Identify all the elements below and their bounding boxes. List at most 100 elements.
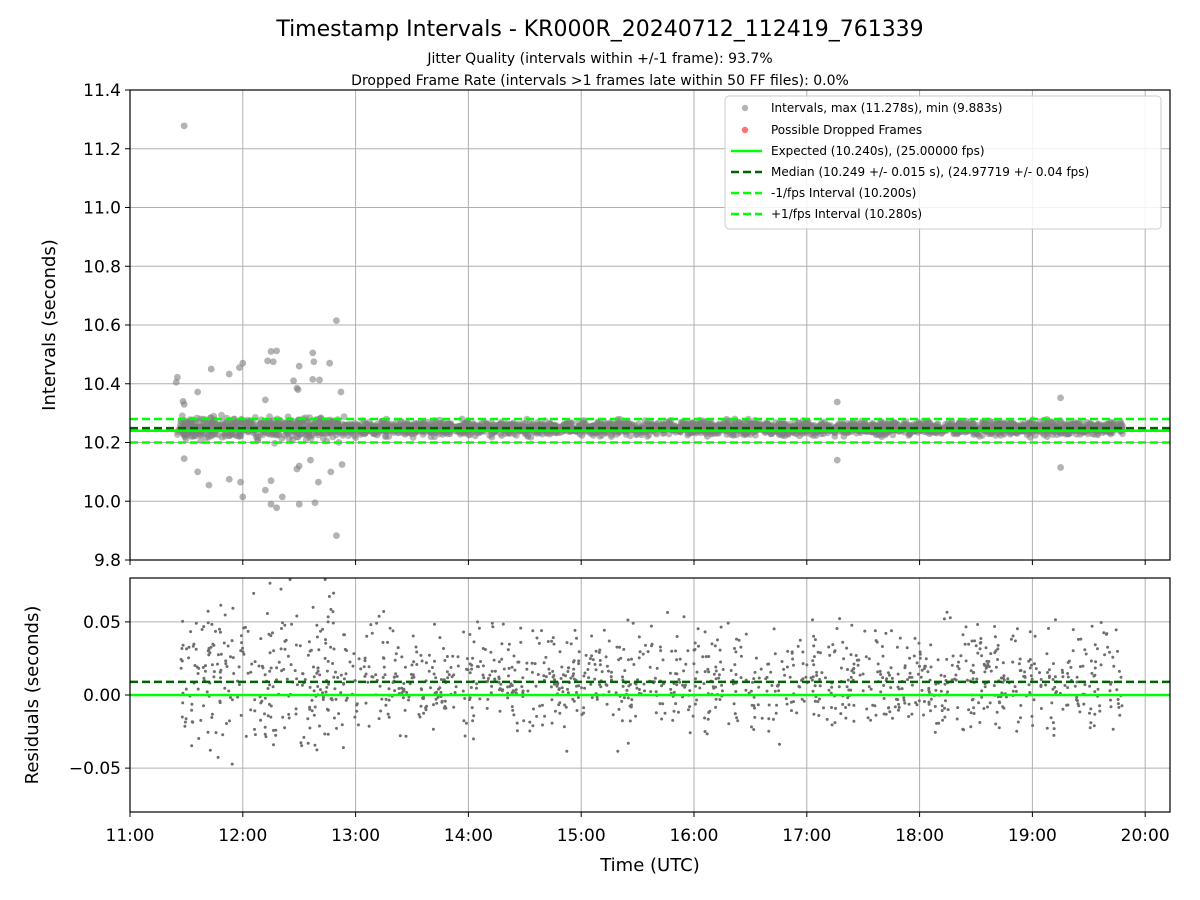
residual-point [237,665,241,669]
residual-point [299,741,303,745]
residual-point [331,610,335,614]
top-lines [130,417,1170,444]
residual-point [301,672,305,676]
residual-point [792,663,795,667]
residual-point [798,638,802,642]
interval-outlier-point [269,358,277,366]
residual-point [271,631,274,635]
residual-point [553,678,557,682]
residual-point [1099,663,1103,667]
residual-point [643,689,646,693]
bottom-lines [130,680,1170,697]
residual-point [965,678,969,682]
residual-point [714,697,718,701]
residual-point [772,627,776,631]
residual-point [280,627,283,630]
residual-point [454,685,458,689]
residual-point [744,688,748,692]
interval-point [645,431,653,439]
residual-point [917,641,921,645]
residual-point [246,629,250,633]
residual-point [180,647,184,650]
residual-point [943,706,946,710]
residual-point [326,708,330,712]
residual-point [552,674,556,677]
residual-point [206,621,210,625]
residual-point [293,669,297,673]
residual-point [1051,678,1055,681]
interval-outlier-point [278,493,286,501]
interval-outlier-point [314,478,322,486]
residual-point [507,674,510,678]
residual-point [230,698,234,702]
residual-point [833,721,837,725]
residual-point [918,652,922,656]
interval-point [419,430,427,438]
residual-point [216,662,219,666]
residual-point [453,691,457,694]
interval-outlier-point [833,456,841,464]
residual-point [510,665,514,669]
residual-point [788,675,792,679]
residual-point [345,696,349,700]
residual-point [219,676,223,680]
legend-label-minus-fps: -1/fps Interval (10.200s) [771,186,916,200]
residual-point [1052,662,1055,666]
residual-point [1001,680,1005,684]
interval-outlier-point [205,481,213,489]
residual-point [891,716,894,720]
residual-point [506,685,510,689]
residual-point [587,662,591,665]
residual-point [773,652,777,656]
residual-point [734,650,738,654]
residual-point [541,723,544,727]
residual-point [329,645,333,649]
residual-point [498,687,502,691]
residual-point [732,702,736,706]
residual-point [618,645,622,649]
residual-point [1103,653,1107,657]
residual-point [344,672,348,676]
residual-point [447,673,451,677]
interval-point [608,431,616,438]
residual-point [355,709,359,713]
residual-point [896,698,900,702]
residual-point [874,713,878,717]
residual-point [857,658,861,662]
residual-point [975,677,979,681]
residual-point [572,677,576,681]
residual-point [677,678,681,681]
interval-outlier-point [309,375,317,383]
residual-point [203,669,207,673]
residual-point [927,702,931,706]
residual-point [671,718,675,722]
residual-point [237,683,241,687]
residual-point [536,673,540,676]
residual-point [905,646,909,650]
residual-point [786,649,790,653]
residual-point [187,645,191,649]
residual-point [214,629,217,633]
residual-point [183,724,187,728]
residual-point [1028,630,1032,634]
residual-point [828,653,832,657]
residual-point [228,719,231,723]
residual-point [908,675,912,679]
residual-point [929,665,933,669]
residual-point [321,698,325,701]
residual-point [984,646,988,650]
residual-point [263,696,267,700]
residual-point [199,718,203,722]
residual-point [992,684,996,688]
residual-point [982,662,986,666]
residual-point [325,685,329,689]
residual-point [226,644,230,648]
top-y-tick-label: 11.2 [83,140,121,160]
residual-point [558,650,562,654]
residual-point [733,647,736,650]
residual-point [658,645,662,649]
residual-point [438,686,442,690]
residual-point [915,661,919,665]
top-y-tick-label: 11.4 [83,81,121,101]
residual-point [1089,721,1093,725]
